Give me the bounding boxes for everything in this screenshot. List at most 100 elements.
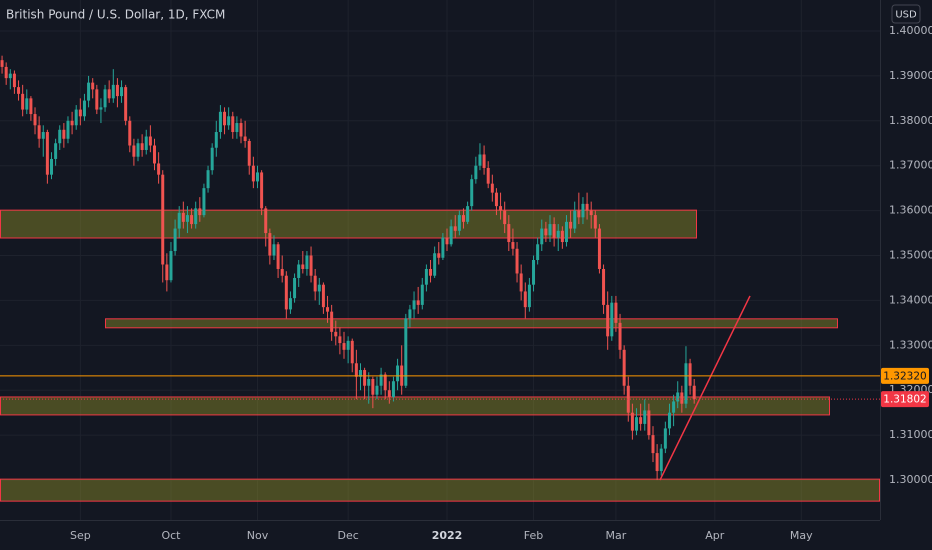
candle-body (453, 226, 457, 231)
candle-body (78, 109, 82, 117)
candle-body (511, 242, 515, 249)
price-label-box (881, 367, 929, 384)
candle-body (235, 123, 239, 133)
candle-body (58, 129, 62, 144)
candle-body (181, 212, 185, 222)
candle-body (379, 374, 383, 386)
candle-body (157, 163, 161, 175)
candle-body (474, 165, 478, 180)
candle-body (494, 192, 498, 207)
candle-body (268, 233, 272, 256)
candle-body (684, 363, 688, 404)
currency-box[interactable] (891, 4, 921, 24)
candle-body (342, 343, 346, 350)
price-label: 1.32320 (883, 370, 926, 382)
candle-body (527, 284, 531, 308)
candle-body (231, 116, 235, 133)
candle-body (128, 120, 132, 146)
zone (0, 478, 880, 502)
candle-body (622, 349, 626, 386)
candle-body (626, 385, 630, 413)
candle-body (103, 89, 107, 108)
x-tick-label: 2022 (432, 529, 463, 542)
candle-body (486, 167, 490, 184)
candle-body (74, 109, 78, 126)
y-tick-label: 1.36000 (889, 204, 932, 217)
candle-body (593, 215, 597, 229)
candle-body (161, 174, 165, 265)
candle-body (111, 84, 115, 99)
candle-body (29, 98, 33, 115)
candle-body (630, 412, 634, 431)
candle-body (288, 298, 292, 310)
candle-body (305, 255, 309, 269)
candle-body (676, 392, 680, 402)
candle-body (140, 143, 144, 150)
candle-body (618, 322, 622, 350)
candle-body (87, 82, 91, 101)
candle-body (190, 215, 194, 225)
candle-body (276, 244, 280, 269)
candle-body (33, 114, 37, 126)
candle-body (387, 390, 391, 397)
y-tick-label: 1.35000 (889, 249, 932, 262)
candle-body (478, 154, 482, 166)
candle-body (0, 60, 4, 67)
candle-body (206, 170, 210, 189)
currency-label[interactable]: USD (895, 10, 917, 21)
candle-body (635, 417, 639, 431)
candle-body (519, 273, 523, 292)
candle-body (120, 87, 124, 97)
candles (0, 55, 696, 481)
candle-body (552, 224, 556, 238)
y-tick-label: 1.37000 (889, 159, 932, 172)
candle-body (581, 203, 585, 218)
candle-body (8, 73, 12, 79)
candle-body (169, 251, 173, 281)
candle-body (17, 87, 21, 94)
candle-body (247, 141, 251, 166)
candle-body (639, 417, 643, 424)
candle-body (260, 172, 264, 209)
x-tick-label: May (790, 529, 813, 542)
candle-body (70, 120, 74, 126)
candle-body (667, 412, 671, 429)
candle-body (251, 165, 255, 182)
candle-body (560, 230, 564, 243)
candle-body (429, 268, 433, 276)
candle-body (297, 264, 301, 278)
candle-body (532, 260, 536, 285)
candle-body (441, 237, 445, 258)
candle-body (672, 401, 676, 413)
y-tick-label: 1.30000 (889, 473, 932, 486)
x-tick-label: Oct (161, 529, 181, 542)
candle-body (589, 210, 593, 216)
price-label-box (881, 391, 929, 408)
candle-body (194, 208, 198, 225)
candle-body (317, 284, 321, 292)
candle-body (614, 302, 618, 323)
candle-body (284, 275, 288, 310)
candle-body (21, 93, 25, 110)
candle-body (647, 410, 651, 436)
candle-body (255, 172, 259, 182)
candle-body (54, 143, 58, 159)
candle-body (185, 215, 189, 222)
candle-body (573, 210, 577, 229)
candle-body (503, 210, 507, 225)
zone (0, 396, 830, 416)
candle-body (293, 277, 297, 299)
candle-body (433, 253, 437, 276)
candle-body (107, 89, 111, 99)
candle-body (223, 111, 227, 126)
candle-body (507, 224, 511, 243)
candle-body (62, 129, 66, 139)
candle-body (148, 136, 152, 146)
candle-body (218, 111, 222, 133)
candle-body (523, 291, 527, 308)
candle-body (515, 248, 519, 274)
candle-body (12, 73, 16, 88)
x-tick-label: Feb (524, 529, 543, 542)
